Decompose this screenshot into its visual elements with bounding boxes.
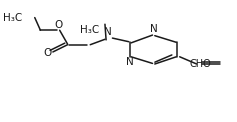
Text: O: O bbox=[55, 20, 63, 30]
Text: N: N bbox=[150, 25, 158, 35]
Text: N: N bbox=[105, 27, 112, 37]
Text: H₃C: H₃C bbox=[80, 25, 99, 35]
Text: N: N bbox=[126, 57, 134, 67]
Text: CHO: CHO bbox=[189, 59, 211, 69]
Text: O: O bbox=[43, 48, 51, 58]
Text: H₃C: H₃C bbox=[3, 13, 22, 23]
